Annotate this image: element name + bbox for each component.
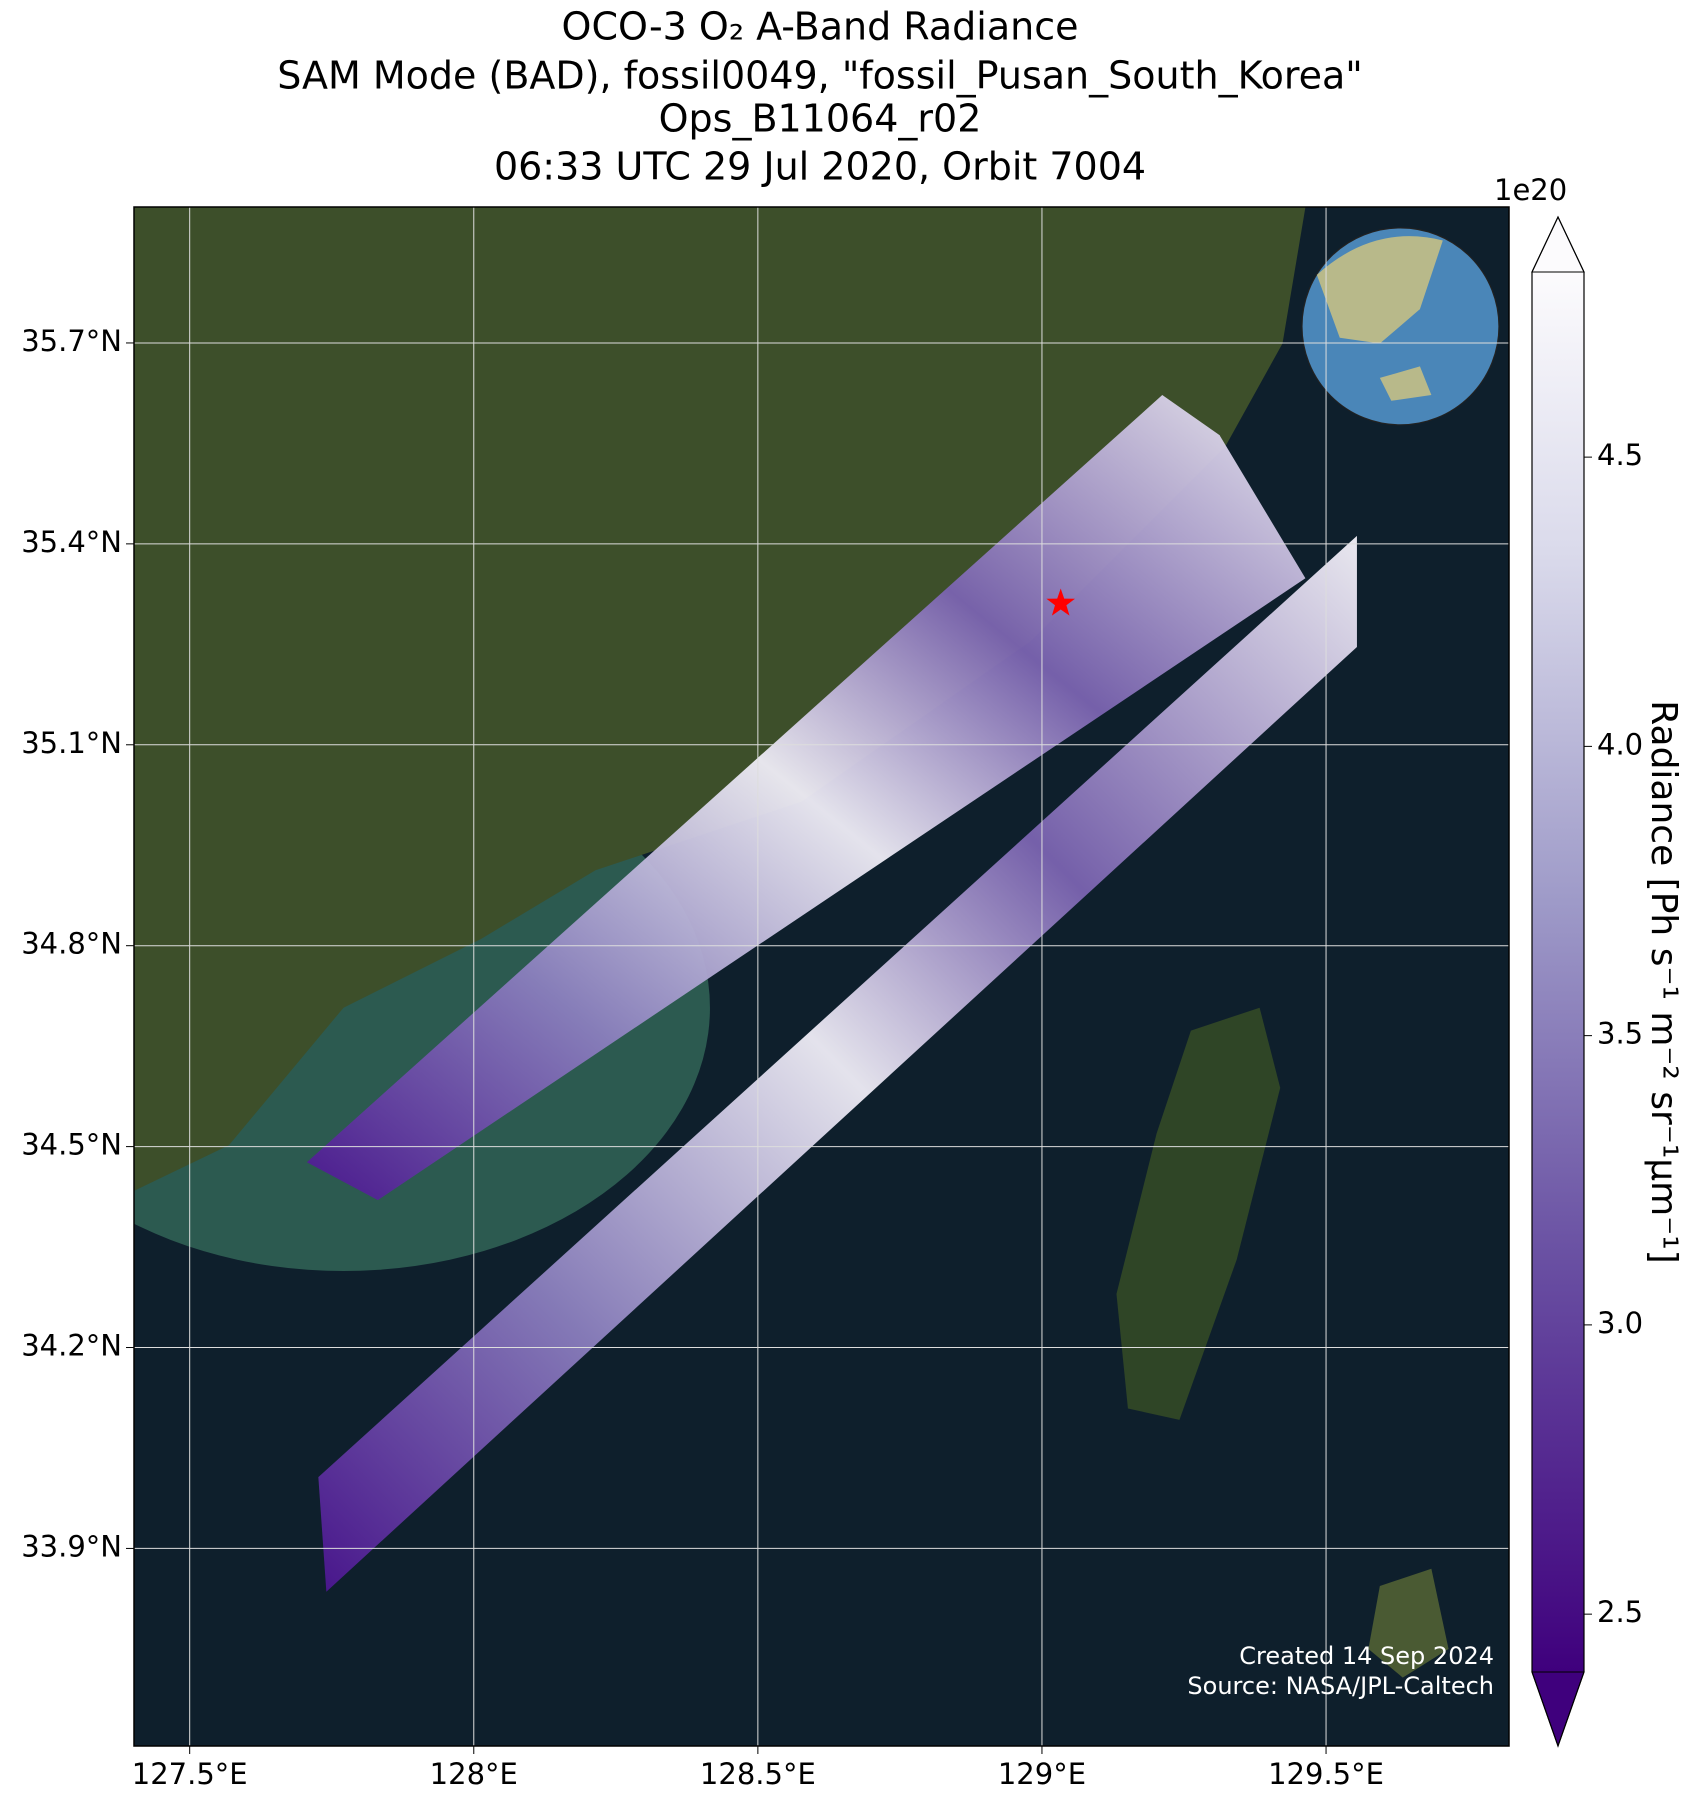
y-tick-label: 34.8°N	[21, 927, 122, 961]
map-background	[134, 207, 1509, 1746]
credit: Created 14 Sep 2024	[1239, 1642, 1494, 1670]
y-tick-label: 35.7°N	[21, 324, 122, 358]
colorbar-extend	[1531, 1671, 1585, 1748]
colorbar-tick-label: 4.5	[1597, 438, 1643, 472]
grid	[134, 207, 1509, 1746]
x-tick-label: 129°E	[998, 1757, 1086, 1791]
colorbar-tick-label: 3.5	[1597, 1017, 1643, 1051]
x-tick-label: 129.5°E	[1268, 1757, 1384, 1791]
colorbar-tick-label: 4.0	[1597, 727, 1643, 761]
colorbar-tick-label: 3.0	[1597, 1306, 1643, 1340]
x-tick-label: 128°E	[430, 1757, 518, 1791]
y-tick-label: 35.1°N	[21, 726, 122, 760]
colorbar-tick-label: 2.5	[1597, 1595, 1643, 1629]
target-marker	[1046, 588, 1075, 616]
credit: Source: NASA/JPL-Caltech	[1187, 1672, 1494, 1700]
colorbar-label: Radiance [Ph s⁻¹ m⁻² sr⁻¹μm⁻¹]	[1643, 700, 1684, 1263]
y-tick-label: 33.9°N	[21, 1529, 122, 1563]
title-line: OCO-3 O₂ A-Band Radiance	[562, 5, 1079, 49]
y-tick-label: 35.4°N	[21, 525, 122, 559]
colorbar-offset: 1e20	[1494, 173, 1567, 207]
title-line: SAM Mode (BAD), fossil0049, "fossil_Pusa…	[277, 54, 1363, 98]
title-line: Ops_B11064_r02	[659, 97, 982, 141]
colorbar-extend	[1531, 215, 1585, 273]
title-line: 06:33 UTC 29 Jul 2020, Orbit 7004	[494, 145, 1146, 189]
y-tick-label: 34.5°N	[21, 1128, 122, 1162]
x-tick-label: 127.5°E	[132, 1757, 248, 1791]
y-tick-label: 34.2°N	[21, 1329, 122, 1363]
colorbar-outline	[1531, 215, 1585, 1748]
x-tick-label: 128.5°E	[700, 1757, 816, 1791]
colorbar	[1532, 272, 1584, 1672]
plot-frame	[133, 206, 1510, 1747]
